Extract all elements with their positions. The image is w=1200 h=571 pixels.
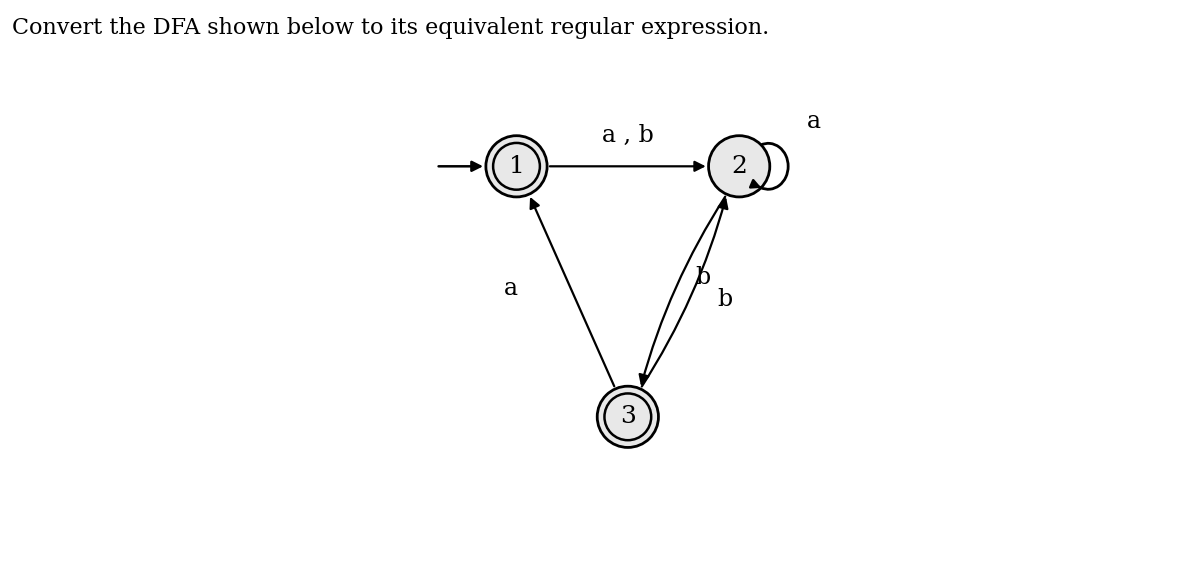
Circle shape xyxy=(598,386,659,448)
Text: a , b: a , b xyxy=(602,124,654,147)
Circle shape xyxy=(486,136,547,197)
Text: 2: 2 xyxy=(731,155,748,178)
Text: b: b xyxy=(696,266,710,289)
Text: a: a xyxy=(504,278,518,300)
Text: b: b xyxy=(718,288,733,311)
Text: Convert the DFA shown below to its equivalent regular expression.: Convert the DFA shown below to its equiv… xyxy=(12,17,769,39)
Text: 1: 1 xyxy=(509,155,524,178)
Circle shape xyxy=(708,136,769,197)
Text: a: a xyxy=(808,110,821,133)
Text: 3: 3 xyxy=(620,405,636,428)
